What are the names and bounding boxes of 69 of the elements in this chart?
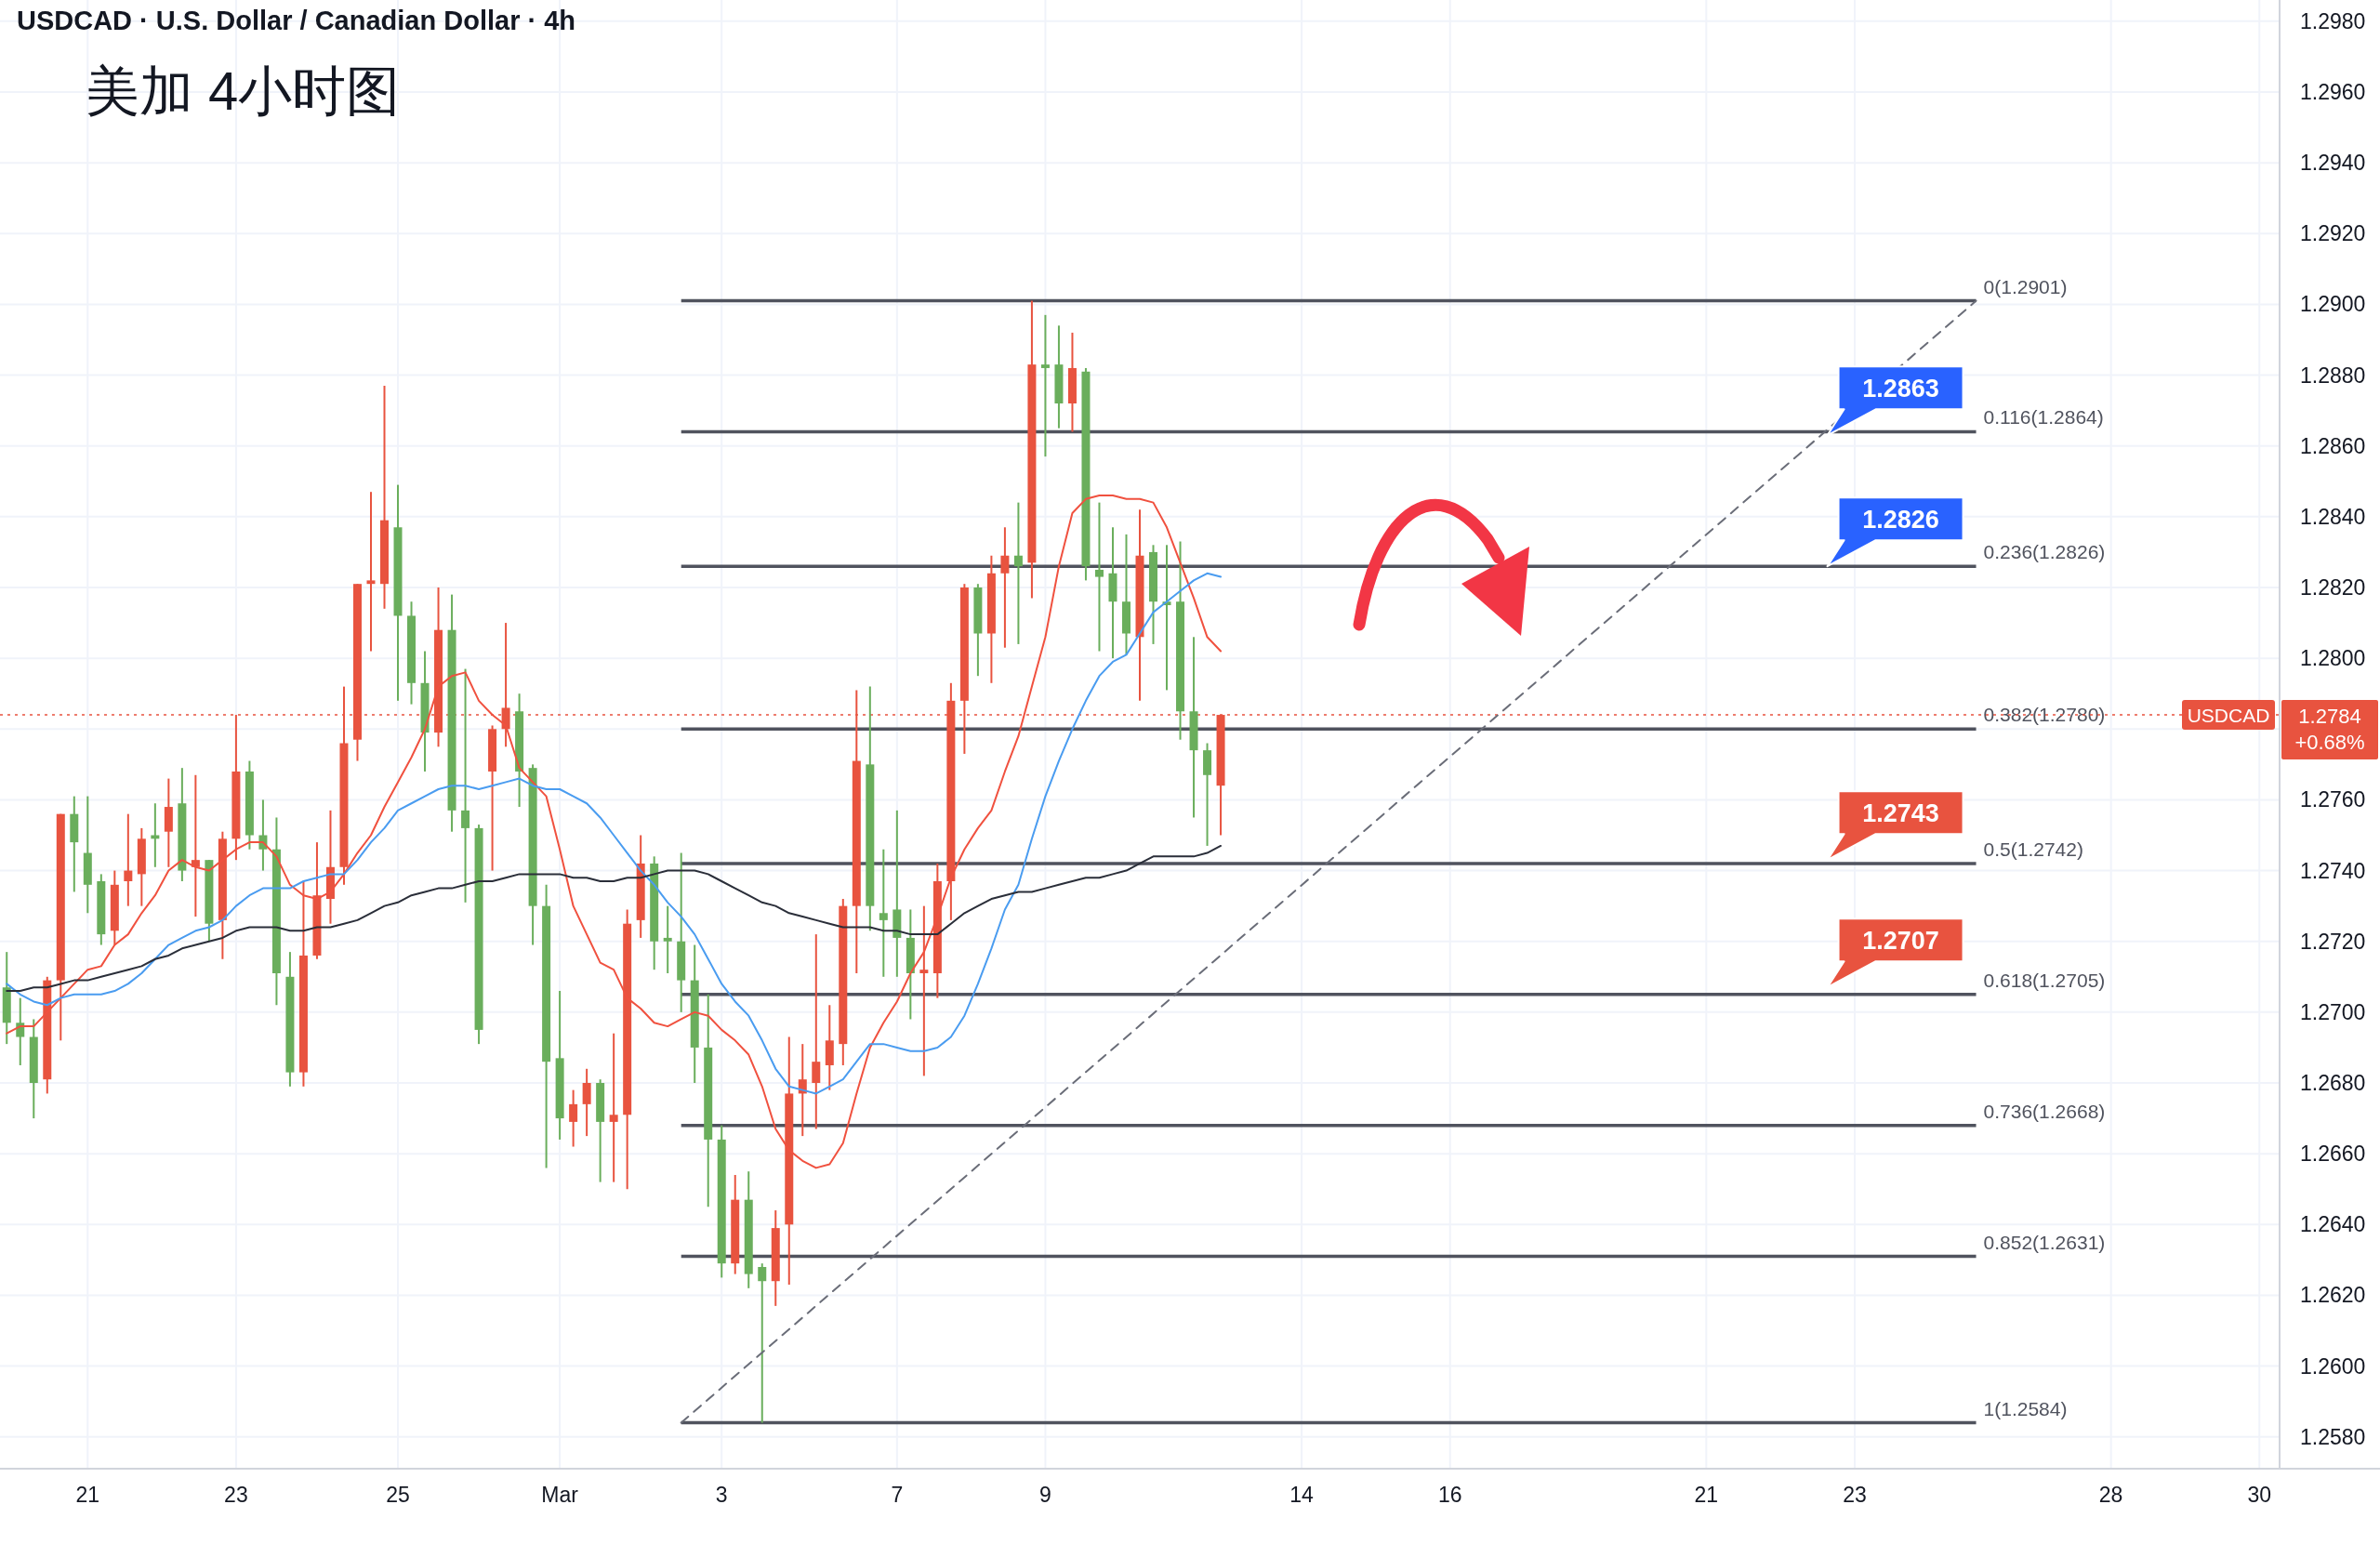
annotation: 1.2826 — [1862, 506, 1939, 534]
candlestick — [582, 1067, 591, 1138]
ref-line-label: 0.116(1.2864) — [1983, 406, 2104, 429]
line-series — [6, 572, 1223, 1095]
x-tick-label: 14 — [1289, 1483, 1315, 1507]
candlestick — [124, 812, 133, 907]
candlestick — [812, 933, 821, 1130]
candlestick — [919, 904, 929, 1077]
y-tick-label: 1.2760 — [2300, 787, 2366, 812]
annotation: 1.2743 — [1862, 799, 1939, 828]
x-tick-label: 28 — [2098, 1483, 2123, 1507]
text: 美加 4小时图 — [86, 60, 401, 121]
y-tick-label: 1.2880 — [2300, 363, 2366, 388]
ref-line-label: 0.5(1.2742) — [1983, 838, 2083, 860]
candlestick — [1094, 501, 1104, 653]
ref-line-label: 1(1.2584) — [1983, 1397, 2068, 1419]
x-tick-label: 16 — [1437, 1483, 1462, 1507]
candlestick — [16, 996, 25, 1066]
y-tick-label: 1.2720 — [2300, 929, 2366, 954]
y-tick-label: 1.2700 — [2300, 999, 2366, 1024]
candlestick — [609, 1032, 618, 1183]
candlestick — [1040, 313, 1050, 458]
x-tick-label: 21 — [1694, 1483, 1719, 1507]
ref-line-label: 0.382(1.2780) — [1983, 704, 2106, 726]
y-tick-label: 1.2640 — [2300, 1212, 2366, 1237]
candlestick — [1013, 501, 1023, 645]
candlestick — [879, 848, 888, 978]
candlestick — [461, 667, 470, 904]
y-tick-label: 1.2940 — [2300, 151, 2366, 176]
y-tick-label: 1.2800 — [2300, 646, 2366, 671]
ref-line-label: 0.852(1.2631) — [1983, 1231, 2106, 1253]
y-tick-label: 1.2820 — [2300, 575, 2366, 600]
x-tick-label: 3 — [715, 1483, 728, 1507]
ref-line-label: 0.618(1.2705) — [1983, 969, 2106, 991]
y-tick-label: 1.2900 — [2300, 292, 2366, 317]
y-tick-label: 1.2920 — [2300, 221, 2366, 246]
x-tick-label: 7 — [891, 1483, 904, 1507]
candlestick — [663, 904, 672, 974]
y-tick-label: 1.2740 — [2300, 858, 2366, 883]
y-tick-label: 1.2580 — [2300, 1424, 2366, 1449]
y-tick-label: 1.2840 — [2300, 504, 2366, 529]
x-tick-label: 25 — [386, 1483, 410, 1507]
text: +0.68% — [2294, 731, 2365, 755]
ref-line-label: 0.736(1.2668) — [1983, 1100, 2106, 1122]
x-tick-label: 30 — [2247, 1483, 2272, 1507]
candlestick — [569, 1089, 578, 1148]
y-tick-label: 1.2600 — [2300, 1353, 2366, 1379]
chart-title: USDCAD · U.S. Dollar / Canadian Dollar · 4h — [17, 6, 576, 35]
x-tick-label: Mar — [541, 1483, 579, 1507]
y-tick-label: 1.2660 — [2300, 1142, 2366, 1167]
ref-line-label: 0(1.2901) — [1983, 275, 2068, 297]
ref-line-label: 0.236(1.2826) — [1983, 541, 2106, 563]
x-tick-label: 23 — [1843, 1483, 1867, 1507]
y-tick-label: 1.2960 — [2300, 79, 2366, 104]
x-tick-label: 9 — [1039, 1483, 1051, 1507]
y-tick-label: 1.2860 — [2300, 433, 2366, 458]
y-tick-label: 1.2680 — [2300, 1071, 2366, 1096]
ref-line-label: USDCAD — [2187, 705, 2270, 727]
x-tick-label: 23 — [224, 1483, 248, 1507]
annotation: 1.2707 — [1862, 927, 1939, 956]
annotation: 1.2863 — [1862, 375, 1939, 403]
candlestick — [1000, 526, 1010, 649]
candlestick — [366, 491, 376, 653]
text: 1.2784 — [2298, 705, 2361, 729]
candlestick — [191, 773, 200, 918]
candlestick — [758, 1262, 767, 1424]
x-tick-label: 21 — [75, 1483, 100, 1507]
y-tick-label: 1.2980 — [2300, 8, 2366, 33]
y-tick-label: 1.2620 — [2300, 1283, 2366, 1308]
